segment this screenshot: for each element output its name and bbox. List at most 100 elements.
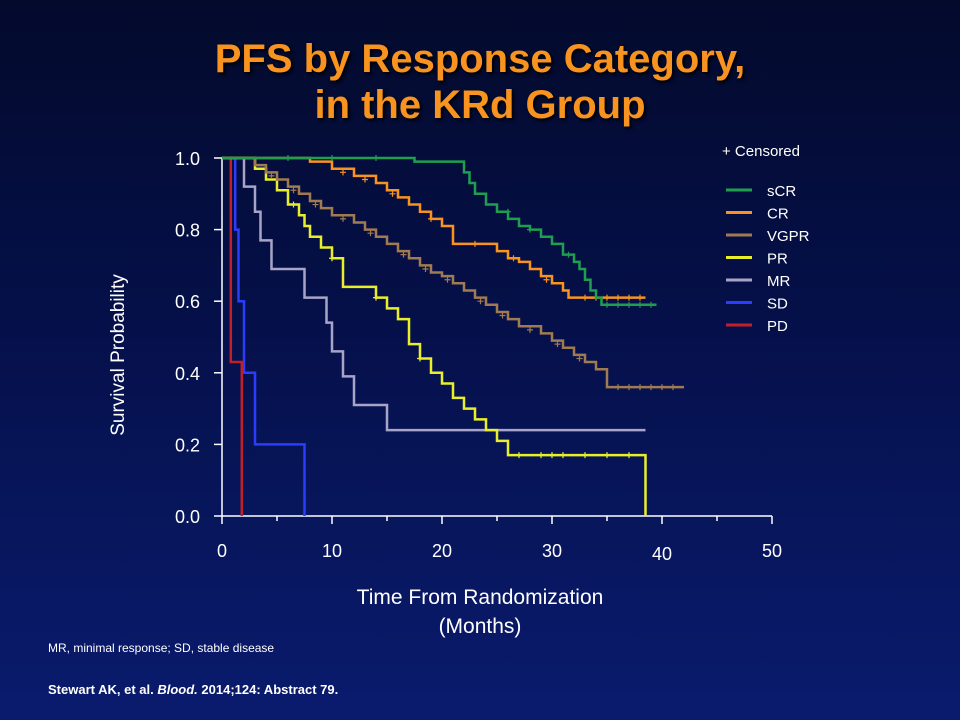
series-scr (222, 155, 657, 308)
footnote: MR, minimal response; SD, stable disease (48, 641, 275, 655)
citation-details: 2014;124: Abstract 79. (201, 682, 339, 697)
censored-mark (268, 172, 275, 179)
y-tick-label: 0.6 (175, 292, 200, 312)
x-tick-label: 0 (217, 541, 227, 561)
censored-mark (527, 226, 533, 233)
censored-mark (576, 355, 583, 362)
censored-mark (637, 384, 643, 391)
x-tick-label: 20 (432, 541, 452, 561)
series-sd (222, 156, 306, 516)
censored-mark (659, 384, 665, 391)
x-tick-label: 40 (652, 544, 672, 564)
censored-mark (560, 452, 566, 459)
curve-vgpr (222, 156, 684, 389)
y-tick-label: 0.4 (175, 364, 200, 384)
censored-mark (444, 276, 451, 283)
slide-title: PFS by Response Category, in the KRd Gro… (0, 36, 960, 128)
curve-cr (222, 156, 646, 299)
series-cr (222, 156, 646, 301)
series-pr (222, 156, 647, 516)
legend-label-sd: SD (767, 296, 788, 313)
x-tick-label: 50 (762, 541, 782, 561)
x-tick-label: 10 (322, 541, 342, 561)
legend-label-scr: sCR (767, 183, 796, 200)
censored-mark (499, 312, 506, 319)
censored-mark (373, 155, 379, 161)
censored-mark (637, 294, 643, 301)
censored-mark (648, 384, 654, 391)
censored-mark (329, 255, 335, 262)
censored-mark (615, 294, 621, 301)
censored-label: + Censored (722, 143, 800, 160)
censored-mark (626, 294, 632, 301)
censored-mark (373, 294, 379, 301)
legend-label-pd: PD (767, 318, 788, 335)
series-pd (222, 156, 244, 516)
curve-sd (222, 156, 306, 516)
censored-mark (604, 452, 610, 459)
censored-mark (516, 452, 522, 459)
x-tick-label: 30 (542, 541, 562, 561)
censored-mark (422, 265, 429, 272)
legend-label-cr: CR (767, 206, 789, 223)
censored-mark (615, 384, 621, 391)
censored-mark (290, 201, 297, 208)
censored-mark (604, 294, 610, 301)
series-layer (222, 155, 684, 516)
censored-mark (505, 208, 511, 215)
censored-mark (626, 384, 632, 391)
title-line-1: PFS by Response Category, (214, 37, 746, 81)
y-tick-label: 0.2 (175, 435, 200, 455)
chart-axes: 0.0 0.2 0.4 0.6 0.8 1.0 0 10 20 30 40 50 (175, 149, 782, 564)
curve-mr (222, 156, 646, 432)
censored-mark (565, 251, 572, 258)
censored-mark (538, 452, 544, 459)
censored-mark (285, 155, 291, 161)
censored-mark (417, 355, 423, 362)
censored-mark (290, 187, 297, 194)
censored-mark (543, 276, 550, 283)
censored-mark (582, 452, 588, 459)
censored-mark (367, 230, 374, 237)
citation: Stewart AK, et al. Blood. 2014;124: Abst… (48, 682, 338, 697)
censored-mark (340, 169, 346, 176)
censored-mark (554, 341, 561, 348)
legend-label-mr: MR (767, 273, 790, 290)
y-tick-label: 0.8 (175, 221, 200, 241)
censored-mark (527, 326, 533, 333)
citation-journal: Blood. (157, 682, 198, 697)
censored-mark (389, 190, 396, 197)
y-tick-label: 1.0 (175, 149, 200, 169)
censored-mark (362, 176, 368, 183)
censored-mark (428, 215, 434, 222)
censored-mark (510, 255, 517, 262)
censored-mark (477, 298, 484, 305)
censored-mark (626, 301, 632, 308)
x-axis-label-line-2: (Months) (439, 615, 522, 638)
series-mr (222, 156, 646, 432)
censored-mark (637, 301, 643, 308)
curve-pr (222, 156, 647, 516)
x-axis-label-line-1: Time From Randomization (357, 586, 604, 609)
censored-mark (626, 452, 632, 459)
y-tick-label: 0.0 (175, 507, 200, 527)
censored-mark (648, 301, 654, 308)
censored-mark (312, 201, 319, 208)
censored-mark (670, 384, 676, 391)
legend-label-vgpr: VGPR (767, 228, 810, 245)
censored-mark (329, 155, 335, 161)
censored-mark (582, 294, 588, 301)
censored-mark (340, 215, 346, 222)
series-vgpr (222, 156, 684, 391)
legend: sCR CR VGPR PR MR SD PD (726, 183, 810, 335)
censored-mark (604, 301, 610, 308)
y-axis-label: Survival Probability (108, 274, 129, 436)
legend-label-pr: PR (767, 251, 788, 268)
curve-pd (222, 156, 244, 516)
censored-mark (615, 301, 621, 308)
title-line-2: in the KRd Group (314, 83, 646, 127)
censored-mark (472, 240, 478, 247)
citation-authors: Stewart AK, et al. (48, 682, 154, 697)
censored-mark (549, 452, 555, 459)
